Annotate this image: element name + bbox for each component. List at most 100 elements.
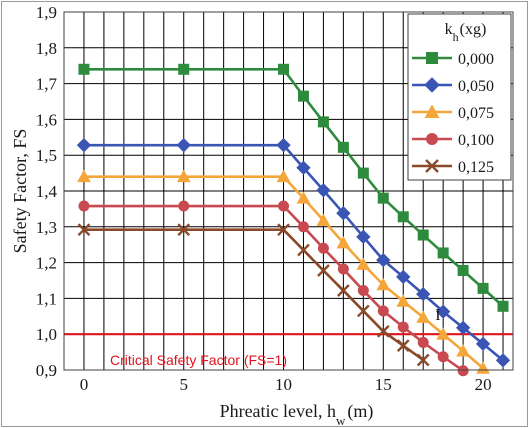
legend-title-main: k xyxy=(445,21,453,38)
data-point xyxy=(356,257,371,270)
data-point xyxy=(376,277,391,291)
y-axis-title: Safety Factor, FS xyxy=(10,129,30,254)
legend-box xyxy=(407,13,512,181)
series-0,075 xyxy=(77,169,490,374)
y-tick-label: 1,1 xyxy=(36,289,57,308)
y-tick-label: 1,9 xyxy=(36,3,57,22)
data-point xyxy=(424,77,440,93)
data-point xyxy=(437,351,449,363)
data-point xyxy=(297,221,309,233)
legend-item: 0,050 xyxy=(412,77,494,95)
legend-title: kh(xg) xyxy=(445,21,487,44)
data-point xyxy=(396,294,411,307)
data-point xyxy=(456,344,470,357)
series-0,000 xyxy=(78,63,509,312)
data-point xyxy=(416,310,431,323)
legend-items: 0,000 0,050 0,075 0,100 0,125 xyxy=(412,51,494,176)
data-point xyxy=(276,138,291,153)
y-tick-label: 1,4 xyxy=(36,182,58,201)
x-tick-label: 15 xyxy=(375,375,392,394)
data-point xyxy=(416,353,430,367)
data-point xyxy=(457,365,469,377)
data-point xyxy=(317,116,329,128)
data-point xyxy=(176,169,191,183)
x-tick-label: 5 xyxy=(179,375,188,394)
data-point xyxy=(316,183,331,198)
legend-item: 0,125 xyxy=(412,159,494,176)
data-point xyxy=(425,159,439,173)
data-point xyxy=(376,324,390,338)
data-point xyxy=(77,223,91,237)
legend-label: 0,075 xyxy=(458,105,494,122)
data-point xyxy=(336,206,351,221)
data-point xyxy=(437,247,449,259)
data-point xyxy=(296,191,311,204)
data-point xyxy=(457,264,469,276)
x-tick-label: 20 xyxy=(475,375,492,394)
legend-item: 0,100 xyxy=(412,132,494,149)
legend-item: 0,075 xyxy=(412,104,494,122)
y-tick-label: 1,0 xyxy=(36,325,57,344)
data-point xyxy=(336,236,351,249)
data-point xyxy=(78,63,90,75)
extra-marker-label: I xyxy=(435,305,441,324)
y-tick-label: 1,5 xyxy=(36,146,57,165)
x-axis-title-subscript: w xyxy=(336,413,346,428)
data-point xyxy=(78,200,90,212)
data-point xyxy=(296,160,311,175)
data-point xyxy=(276,169,291,183)
series-0,125 xyxy=(77,223,430,367)
data-point xyxy=(476,361,490,374)
data-point xyxy=(477,282,489,294)
x-axis-title: Phreatic level, hw (m) xyxy=(220,401,374,428)
x-axis-title-unit: (m) xyxy=(347,401,373,422)
data-point xyxy=(417,336,429,348)
x-tick-label: 10 xyxy=(275,375,292,394)
data-point xyxy=(376,252,391,268)
data-point xyxy=(426,133,438,145)
data-point xyxy=(337,263,349,275)
data-point xyxy=(177,223,191,237)
legend-item: 0,000 xyxy=(412,51,494,68)
data-point xyxy=(426,52,438,64)
data-point xyxy=(317,264,330,277)
data-point xyxy=(416,286,431,302)
data-point xyxy=(278,63,290,75)
series-line xyxy=(83,228,424,362)
plot-border xyxy=(63,11,514,371)
data-point xyxy=(297,90,309,102)
legend-label: 0,000 xyxy=(458,51,494,68)
data-point xyxy=(417,229,429,241)
data-point xyxy=(178,63,190,75)
data-point xyxy=(397,321,409,333)
x-axis-title-main: Phreatic level, h xyxy=(220,401,336,421)
critical-safety-factor-label: Critical Safety Factor (FS=1) xyxy=(110,352,287,368)
data-point xyxy=(76,138,92,153)
y-tick-label: 1,8 xyxy=(36,39,57,58)
y-tick-labels: 0,9 1,0 1,1 1,2 1,3 1,4 1,5 1,6 1,7 1,8 1,9 xyxy=(36,3,58,380)
series-0,050 xyxy=(76,138,511,368)
legend-label: 0,100 xyxy=(458,132,494,149)
data-point xyxy=(337,284,350,297)
legend-label: 0,125 xyxy=(458,159,494,176)
data-point xyxy=(377,305,389,317)
data-point xyxy=(316,213,331,226)
data-point xyxy=(397,211,409,223)
series-layer xyxy=(76,63,511,377)
data-point xyxy=(297,243,310,257)
legend: kh(xg) 0,000 0,050 0,075 0,100 0,125 xyxy=(407,13,512,181)
data-point xyxy=(436,304,451,319)
data-point xyxy=(317,242,329,254)
series-0,100 xyxy=(78,200,469,377)
data-point xyxy=(356,304,370,318)
data-point xyxy=(396,339,410,353)
data-point xyxy=(497,300,509,312)
y-tick-label: 0,9 xyxy=(36,361,57,380)
data-point xyxy=(357,167,369,179)
data-point xyxy=(337,141,349,153)
y-tick-label: 1,3 xyxy=(36,218,57,237)
data-point xyxy=(357,285,369,297)
y-tick-label: 1,6 xyxy=(36,110,57,129)
data-point xyxy=(455,320,471,335)
